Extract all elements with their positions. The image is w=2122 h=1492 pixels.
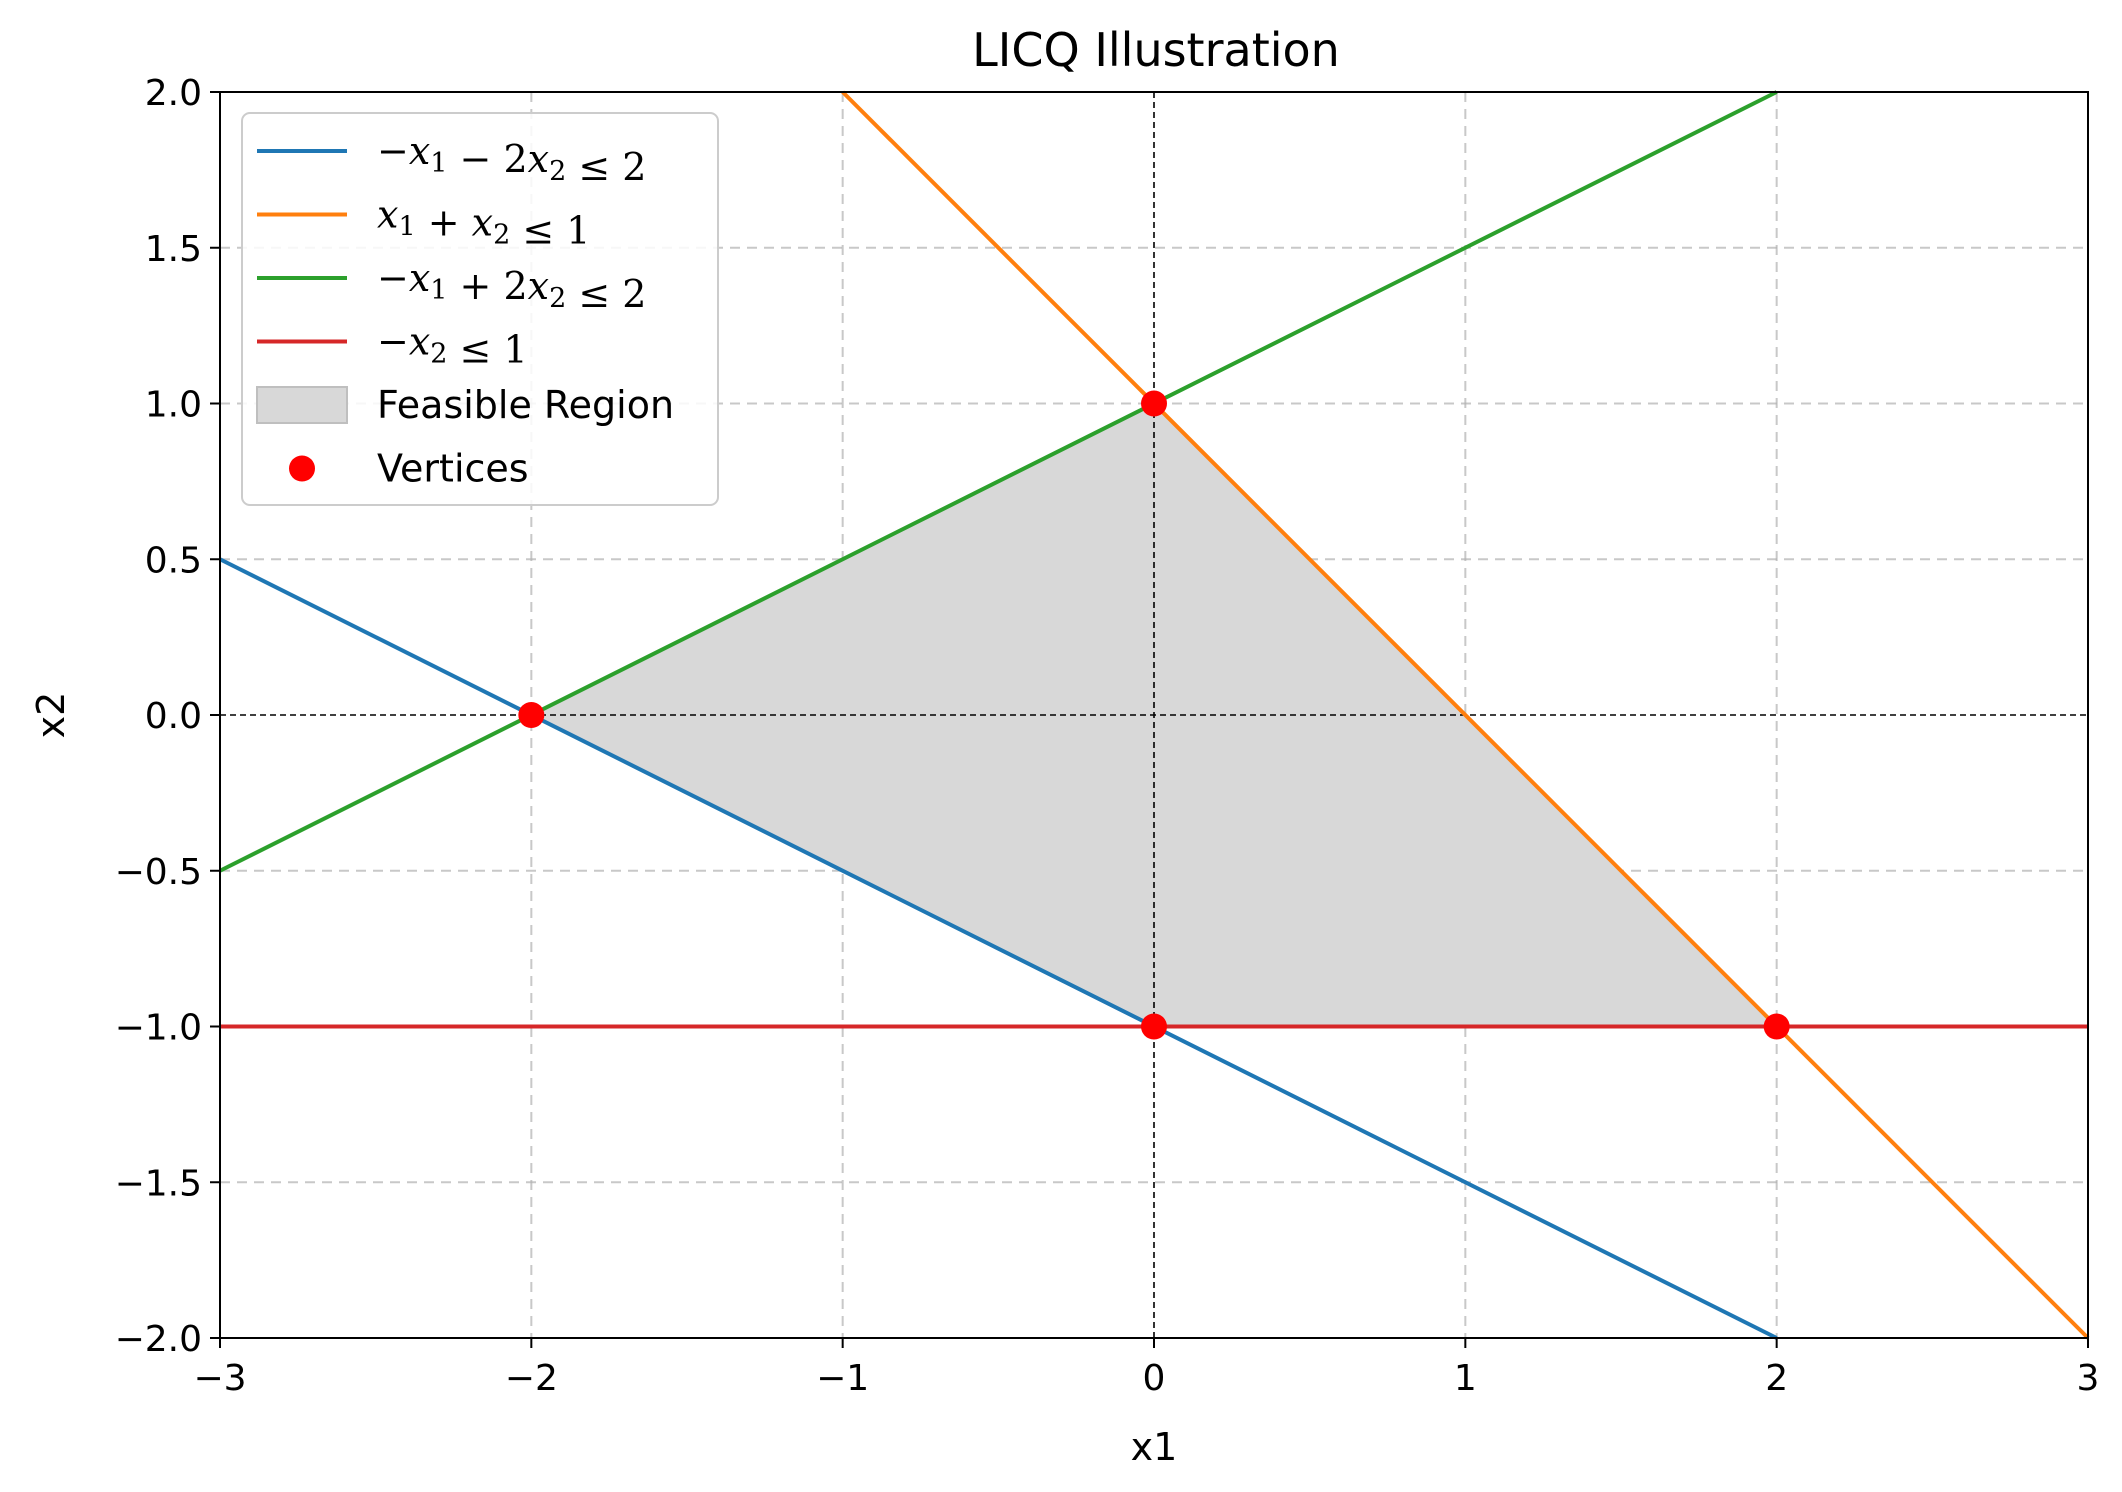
y-tick-label: −1.0: [115, 1008, 202, 1049]
vertex-point: [518, 702, 545, 728]
legend-label-feasible-region: Feasible Region: [377, 383, 674, 427]
x-tick-label: 0: [1143, 1358, 1166, 1399]
y-tick-label: 1.0: [145, 385, 202, 426]
constraint-line-1: [219, 557, 1778, 1340]
y-tick-label: 0.5: [145, 540, 202, 581]
y-tick-label: −2.0: [115, 1319, 202, 1360]
legend-label-4: −x2 ≤ 1: [377, 320, 528, 372]
legend-label-vertices: Vertices: [377, 447, 529, 491]
legend-label-1: −x1 − 2x2 ≤ 2: [377, 129, 646, 189]
vertex-point: [1141, 1013, 1167, 1040]
constraint-line-3: [219, 90, 1778, 873]
x-tick-label: 1: [1454, 1358, 1477, 1399]
x-tick-label: −1: [816, 1358, 869, 1399]
y-tick-label: 1.5: [145, 229, 202, 270]
vertex-point: [1763, 1013, 1790, 1040]
vertex-point: [1141, 390, 1167, 417]
y-tick-label: −1.5: [115, 1163, 202, 1204]
y-tick-label: 0.0: [145, 696, 202, 737]
y-tick-label: 2.0: [145, 73, 202, 114]
legend-label-2: x1 + x2 ≤ 1: [377, 193, 590, 253]
x-axis-ticks: −3 −2 −1 0 1 2 3: [193, 1338, 2099, 1399]
constraint-line-2: [841, 90, 2090, 1340]
legend-handle-vertices: [289, 455, 315, 482]
y-axis-ticks: −2.0 −1.5 −1.0 −0.5 0.0 0.5 1.0 1.5 2.0: [115, 73, 220, 1360]
legend: −x1 − 2x2 ≤ 2x1 + x2 ≤ 1−x1 + 2x2 ≤ 2−x2…: [241, 112, 719, 506]
vertices-layer: [518, 390, 1790, 1040]
x-tick-label: 3: [2077, 1358, 2100, 1399]
x-tick-label: −3: [193, 1358, 246, 1399]
chart-title: LICQ Illustration: [972, 23, 1340, 77]
legend-handle-feasible-region: [256, 386, 348, 424]
legend-frame: [241, 112, 719, 506]
y-tick-label: −0.5: [115, 852, 202, 893]
x-axis-label: x1: [1131, 1425, 1178, 1469]
legend-label-3: −x1 + 2x2 ≤ 2: [377, 256, 646, 316]
x-tick-label: −2: [505, 1358, 558, 1399]
y-axis-label: x2: [29, 692, 73, 739]
x-tick-label: 2: [1765, 1358, 1788, 1399]
